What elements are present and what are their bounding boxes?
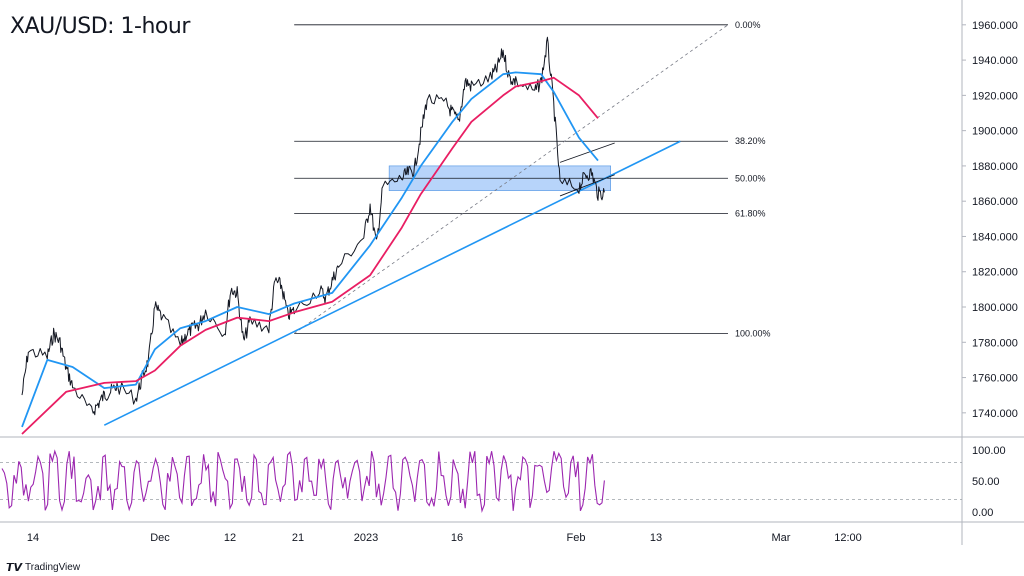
x-tick-label: 14 xyxy=(27,532,39,544)
y-tick-label: 1880.000 xyxy=(972,161,1018,173)
fast-ma-series-line xyxy=(21,71,599,428)
slow-ma-series-line xyxy=(21,76,599,435)
chart-title: XAU/USD: 1-hour xyxy=(10,14,190,39)
x-tick-label: Dec xyxy=(150,532,170,544)
y-tick-label: 1920.000 xyxy=(972,90,1018,102)
stochastic-tick-label: 100.00 xyxy=(972,445,1006,457)
y-tick-label: 1960.000 xyxy=(972,20,1018,32)
fib-trend-dashed-line xyxy=(293,24,729,334)
y-tick-label: 1860.000 xyxy=(972,196,1018,208)
fib-level-label: 100.00% xyxy=(735,328,771,338)
x-tick-label: 12 xyxy=(224,532,236,544)
x-tick-label: Mar xyxy=(772,532,791,544)
fib-level-label: 38.20% xyxy=(735,136,766,146)
x-tick-label: 13 xyxy=(650,532,662,544)
y-tick-label: 1740.000 xyxy=(972,408,1018,420)
stochastic-tick-label: 0.00 xyxy=(972,507,993,519)
y-tick-label: 1900.000 xyxy=(972,126,1018,138)
stochastic-tick-label: 50.00 xyxy=(972,476,1000,488)
stochastic-line xyxy=(1,449,605,513)
y-tick-label: 1760.000 xyxy=(972,373,1018,385)
x-tick-label: 2023 xyxy=(354,532,378,544)
fib-level-label: 50.00% xyxy=(735,173,766,183)
tradingview-brand[interactable]: 𝙏𝙑 TradingView xyxy=(6,561,80,574)
y-tick-label: 1800.000 xyxy=(972,302,1018,314)
x-tick-label: 12:00 xyxy=(834,532,862,544)
y-tick-label: 1940.000 xyxy=(972,55,1018,67)
price-series-line xyxy=(21,36,605,416)
x-tick-label: Feb xyxy=(567,532,586,544)
y-tick-label: 1840.000 xyxy=(972,231,1018,243)
rising-trendline xyxy=(103,140,681,426)
fib-level-label: 61.80% xyxy=(735,209,766,219)
fib-level-label: 0.00% xyxy=(735,20,761,30)
y-tick-label: 1820.000 xyxy=(972,267,1018,279)
x-tick-label: 21 xyxy=(292,532,304,544)
tradingview-logo-icon: 𝙏𝙑 xyxy=(6,561,23,574)
x-tick-label: 16 xyxy=(451,532,463,544)
channel-lower-line xyxy=(559,174,615,197)
brand-name: TradingView xyxy=(25,562,81,573)
y-tick-label: 1780.000 xyxy=(972,337,1018,349)
channel-upper-line xyxy=(559,142,615,163)
